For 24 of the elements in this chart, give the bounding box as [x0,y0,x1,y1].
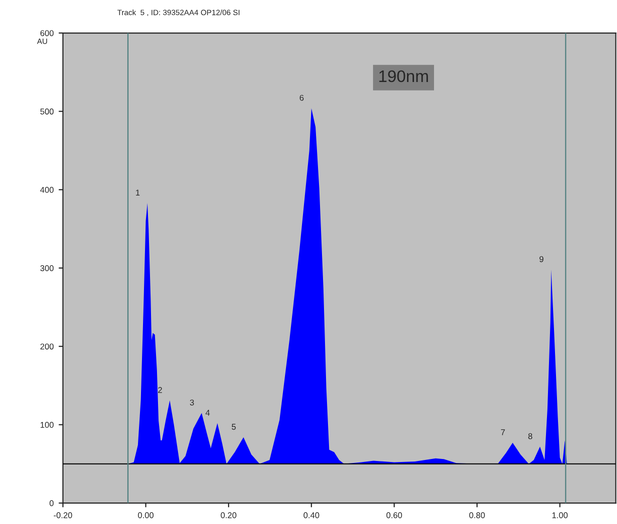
annotation: 190nm [379,70,428,82]
annotation: 6 [300,94,304,101]
annotation: 5 [232,424,236,430]
annotation: 2 [158,387,162,393]
x-tick-label: 0.80 [469,512,485,518]
x-tick-label: 0.40 [304,512,320,518]
y-tick-label: 300 [40,265,54,272]
y-tick-label: 600 [40,30,54,36]
y-tick-label: 200 [40,344,54,350]
annotation: 7 [501,429,505,436]
x-tick-label: 0.20 [220,512,236,518]
x-tick-label: 1.00 [552,512,568,518]
annotation: 9 [540,256,544,262]
annotation: 1 [136,190,140,196]
y-tick-label: 400 [40,186,54,193]
y-tick-label: 100 [40,422,54,428]
x-tick-label: 0.00 [138,512,154,518]
y-tick-label: 500 [40,108,54,114]
annotation: 4 [206,410,210,416]
annotation: 8 [528,433,532,440]
x-tick-label: -0.20 [54,512,72,518]
annotation: 3 [190,400,194,406]
y-tick-label: 0 [50,500,54,506]
x-tick-label: 0.60 [386,512,402,518]
